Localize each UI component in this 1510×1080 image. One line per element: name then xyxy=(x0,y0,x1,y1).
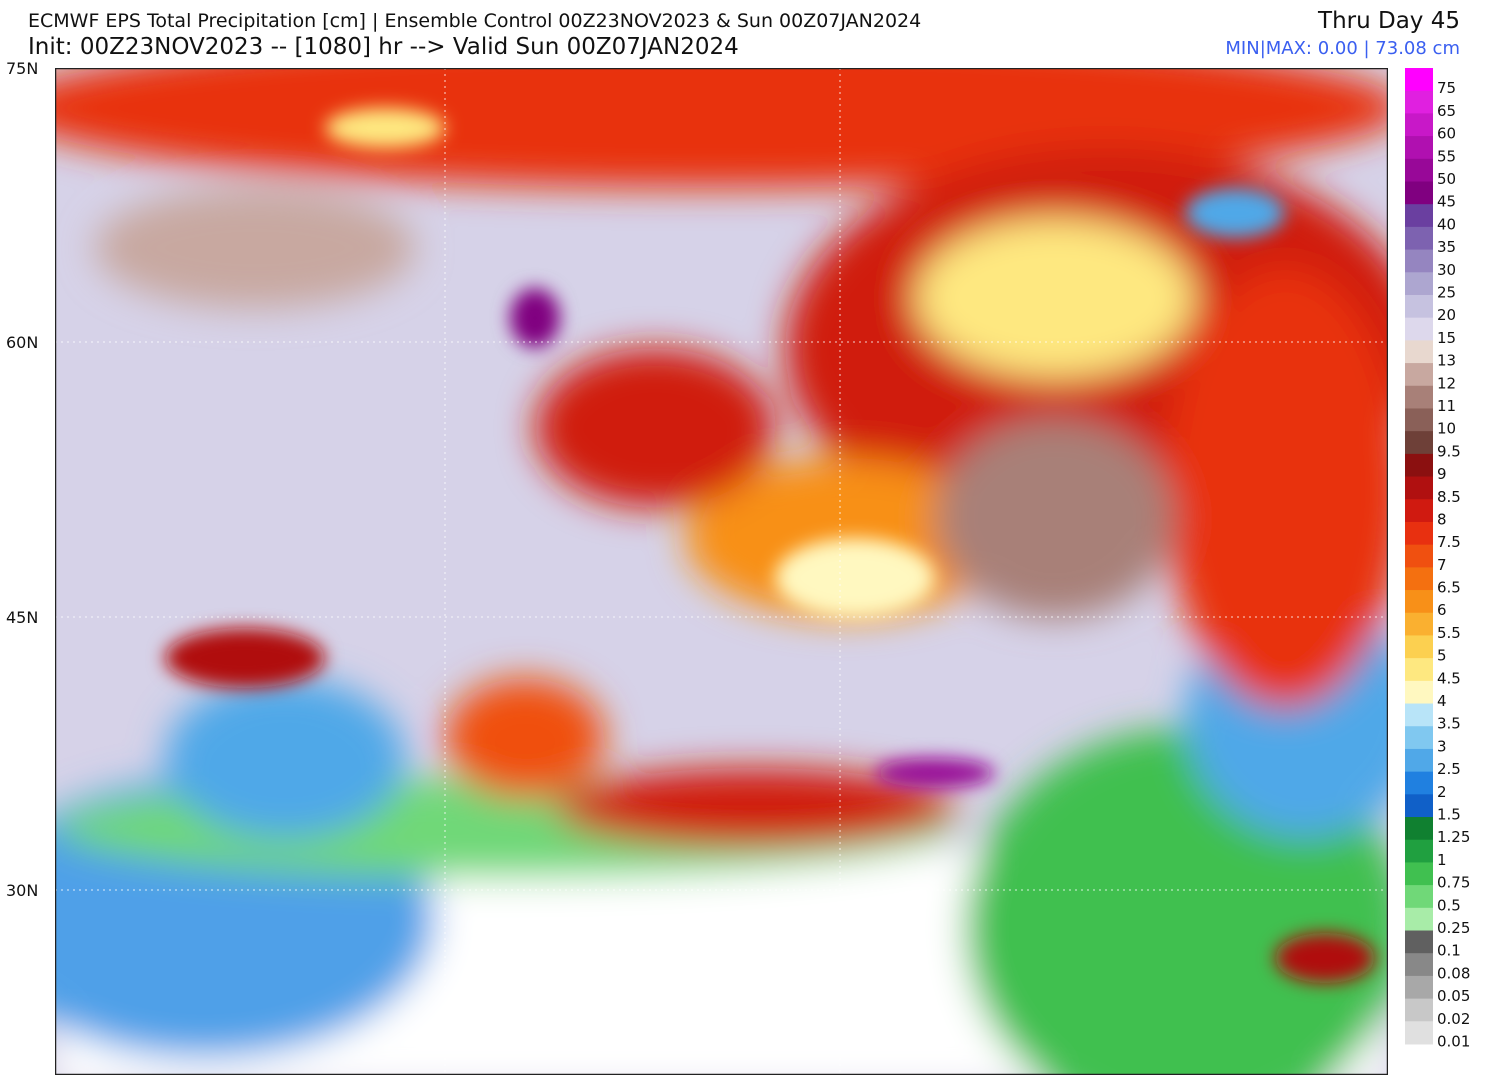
colorbar-swatch xyxy=(1405,567,1433,591)
colorbar-swatch xyxy=(1405,794,1433,818)
colorbar-swatch xyxy=(1405,136,1433,160)
colorbar-label: 35 xyxy=(1437,238,1456,256)
colorbar-label: 15 xyxy=(1437,329,1456,347)
colorbar-swatch xyxy=(1405,1021,1433,1045)
colorbar-label: 13 xyxy=(1437,352,1456,370)
colorbar-swatch xyxy=(1405,249,1433,273)
colorbar-label: 75 xyxy=(1437,79,1456,97)
colorbar-swatch xyxy=(1405,226,1433,251)
colorbar-label: 2 xyxy=(1437,783,1447,801)
colorbar-label: 4 xyxy=(1437,692,1447,710)
colorbar-label: 6 xyxy=(1437,601,1447,619)
colorbar-label: 0.25 xyxy=(1437,919,1470,937)
colorbar-swatch xyxy=(1405,317,1433,341)
colorbar-label: 9.5 xyxy=(1437,442,1461,460)
lat-label: 75N xyxy=(6,59,39,78)
colorbar-label: 65 xyxy=(1437,102,1456,120)
period: Thru Day 45 xyxy=(1318,8,1460,34)
colorbar-swatch xyxy=(1405,907,1433,932)
colorbar-swatch xyxy=(1405,590,1433,614)
colorbar-label: 3 xyxy=(1437,737,1447,755)
colorbar-swatch xyxy=(1405,272,1433,296)
colorbar-label: 4.5 xyxy=(1437,669,1461,687)
title: ECMWF EPS Total Precipitation [cm] | Ens… xyxy=(28,10,922,32)
colorbar-swatch xyxy=(1405,363,1433,387)
colorbar-label: 2.5 xyxy=(1437,760,1461,778)
colorbar-swatch xyxy=(1405,408,1433,432)
colorbar-swatch xyxy=(1405,521,1433,546)
colorbar-label: 30 xyxy=(1437,261,1456,279)
min-max: MIN|MAX: 0.00 | 73.08 cm xyxy=(1225,38,1460,59)
subtitle: Init: 00Z23NOV2023 -- [1080] hr --> Vali… xyxy=(28,34,739,60)
colorbar-swatch xyxy=(1405,385,1433,409)
colorbar-swatch xyxy=(1405,953,1433,977)
colorbar-label: 0.05 xyxy=(1437,987,1470,1005)
colorbar-swatch xyxy=(1405,158,1433,182)
colorbar-swatch xyxy=(1405,975,1433,1000)
colorbar-label: 1.5 xyxy=(1437,806,1461,824)
colorbar-swatch xyxy=(1405,748,1433,773)
colorbar-label: 8.5 xyxy=(1437,488,1461,506)
colorbar-swatch xyxy=(1405,181,1433,205)
colorbar-swatch xyxy=(1405,930,1433,954)
colorbar-label: 7 xyxy=(1437,556,1447,574)
colorbar-swatch xyxy=(1405,476,1433,500)
colorbar-label: 20 xyxy=(1437,306,1456,324)
colorbar-label: 5.5 xyxy=(1437,624,1461,642)
lat-label: 45N xyxy=(6,608,39,627)
colorbar-swatch xyxy=(1405,544,1433,568)
colorbar-label: 12 xyxy=(1437,374,1456,392)
colorbar-label: 8 xyxy=(1437,510,1447,528)
colorbar-swatch xyxy=(1405,839,1433,863)
lat-label: 60N xyxy=(6,333,39,352)
colorbar-label: 7.5 xyxy=(1437,533,1461,551)
colorbar-swatch xyxy=(1405,90,1433,114)
colorbar-swatch xyxy=(1405,998,1433,1022)
colorbar-swatch xyxy=(1405,817,1433,841)
colorbar-swatch xyxy=(1405,113,1433,137)
colorbar-swatch xyxy=(1405,703,1433,727)
colorbar-label: 0.02 xyxy=(1437,1010,1470,1028)
colorbar-swatch xyxy=(1405,658,1433,682)
colorbar-label: 11 xyxy=(1437,397,1456,415)
colorbar-swatch xyxy=(1405,771,1433,795)
colorbar-label: 10 xyxy=(1437,420,1456,438)
colorbar-swatch xyxy=(1405,885,1433,909)
colorbar-swatch xyxy=(1405,680,1433,705)
colorbar-label: 45 xyxy=(1437,193,1456,211)
colorbar-label: 50 xyxy=(1437,170,1456,188)
colorbar-label: 0.75 xyxy=(1437,874,1470,892)
colorbar-label: 9 xyxy=(1437,465,1447,483)
colorbar-swatch xyxy=(1405,612,1433,636)
precip-field xyxy=(55,68,1388,1075)
colorbar-swatch xyxy=(1405,340,1433,364)
colorbar: 756560555045403530252015131211109.598.58… xyxy=(1405,68,1470,1051)
colorbar-label: 6.5 xyxy=(1437,579,1461,597)
colorbar-label: 0.1 xyxy=(1437,942,1461,960)
lat-label: 30N xyxy=(6,881,39,900)
colorbar-swatch xyxy=(1405,499,1433,523)
colorbar-label: 0.5 xyxy=(1437,896,1461,914)
precip-map xyxy=(55,68,1388,1075)
colorbar-label: 5 xyxy=(1437,647,1447,665)
colorbar-label: 0.08 xyxy=(1437,964,1470,982)
colorbar-label: 60 xyxy=(1437,125,1456,143)
colorbar-swatch xyxy=(1405,68,1433,92)
colorbar-swatch xyxy=(1405,635,1433,659)
colorbar-label: 1 xyxy=(1437,851,1447,869)
colorbar-swatch xyxy=(1405,453,1433,478)
colorbar-label: 1.25 xyxy=(1437,828,1470,846)
colorbar-label: 40 xyxy=(1437,215,1456,233)
colorbar-swatch xyxy=(1405,726,1433,750)
colorbar-swatch xyxy=(1405,294,1433,319)
colorbar-swatch xyxy=(1405,204,1433,228)
colorbar-label: 55 xyxy=(1437,147,1456,165)
colorbar-swatch xyxy=(1405,431,1433,455)
colorbar-label: 25 xyxy=(1437,283,1456,301)
colorbar-label: 0.01 xyxy=(1437,1033,1470,1051)
colorbar-swatch xyxy=(1405,862,1433,886)
colorbar-label: 3.5 xyxy=(1437,715,1461,733)
